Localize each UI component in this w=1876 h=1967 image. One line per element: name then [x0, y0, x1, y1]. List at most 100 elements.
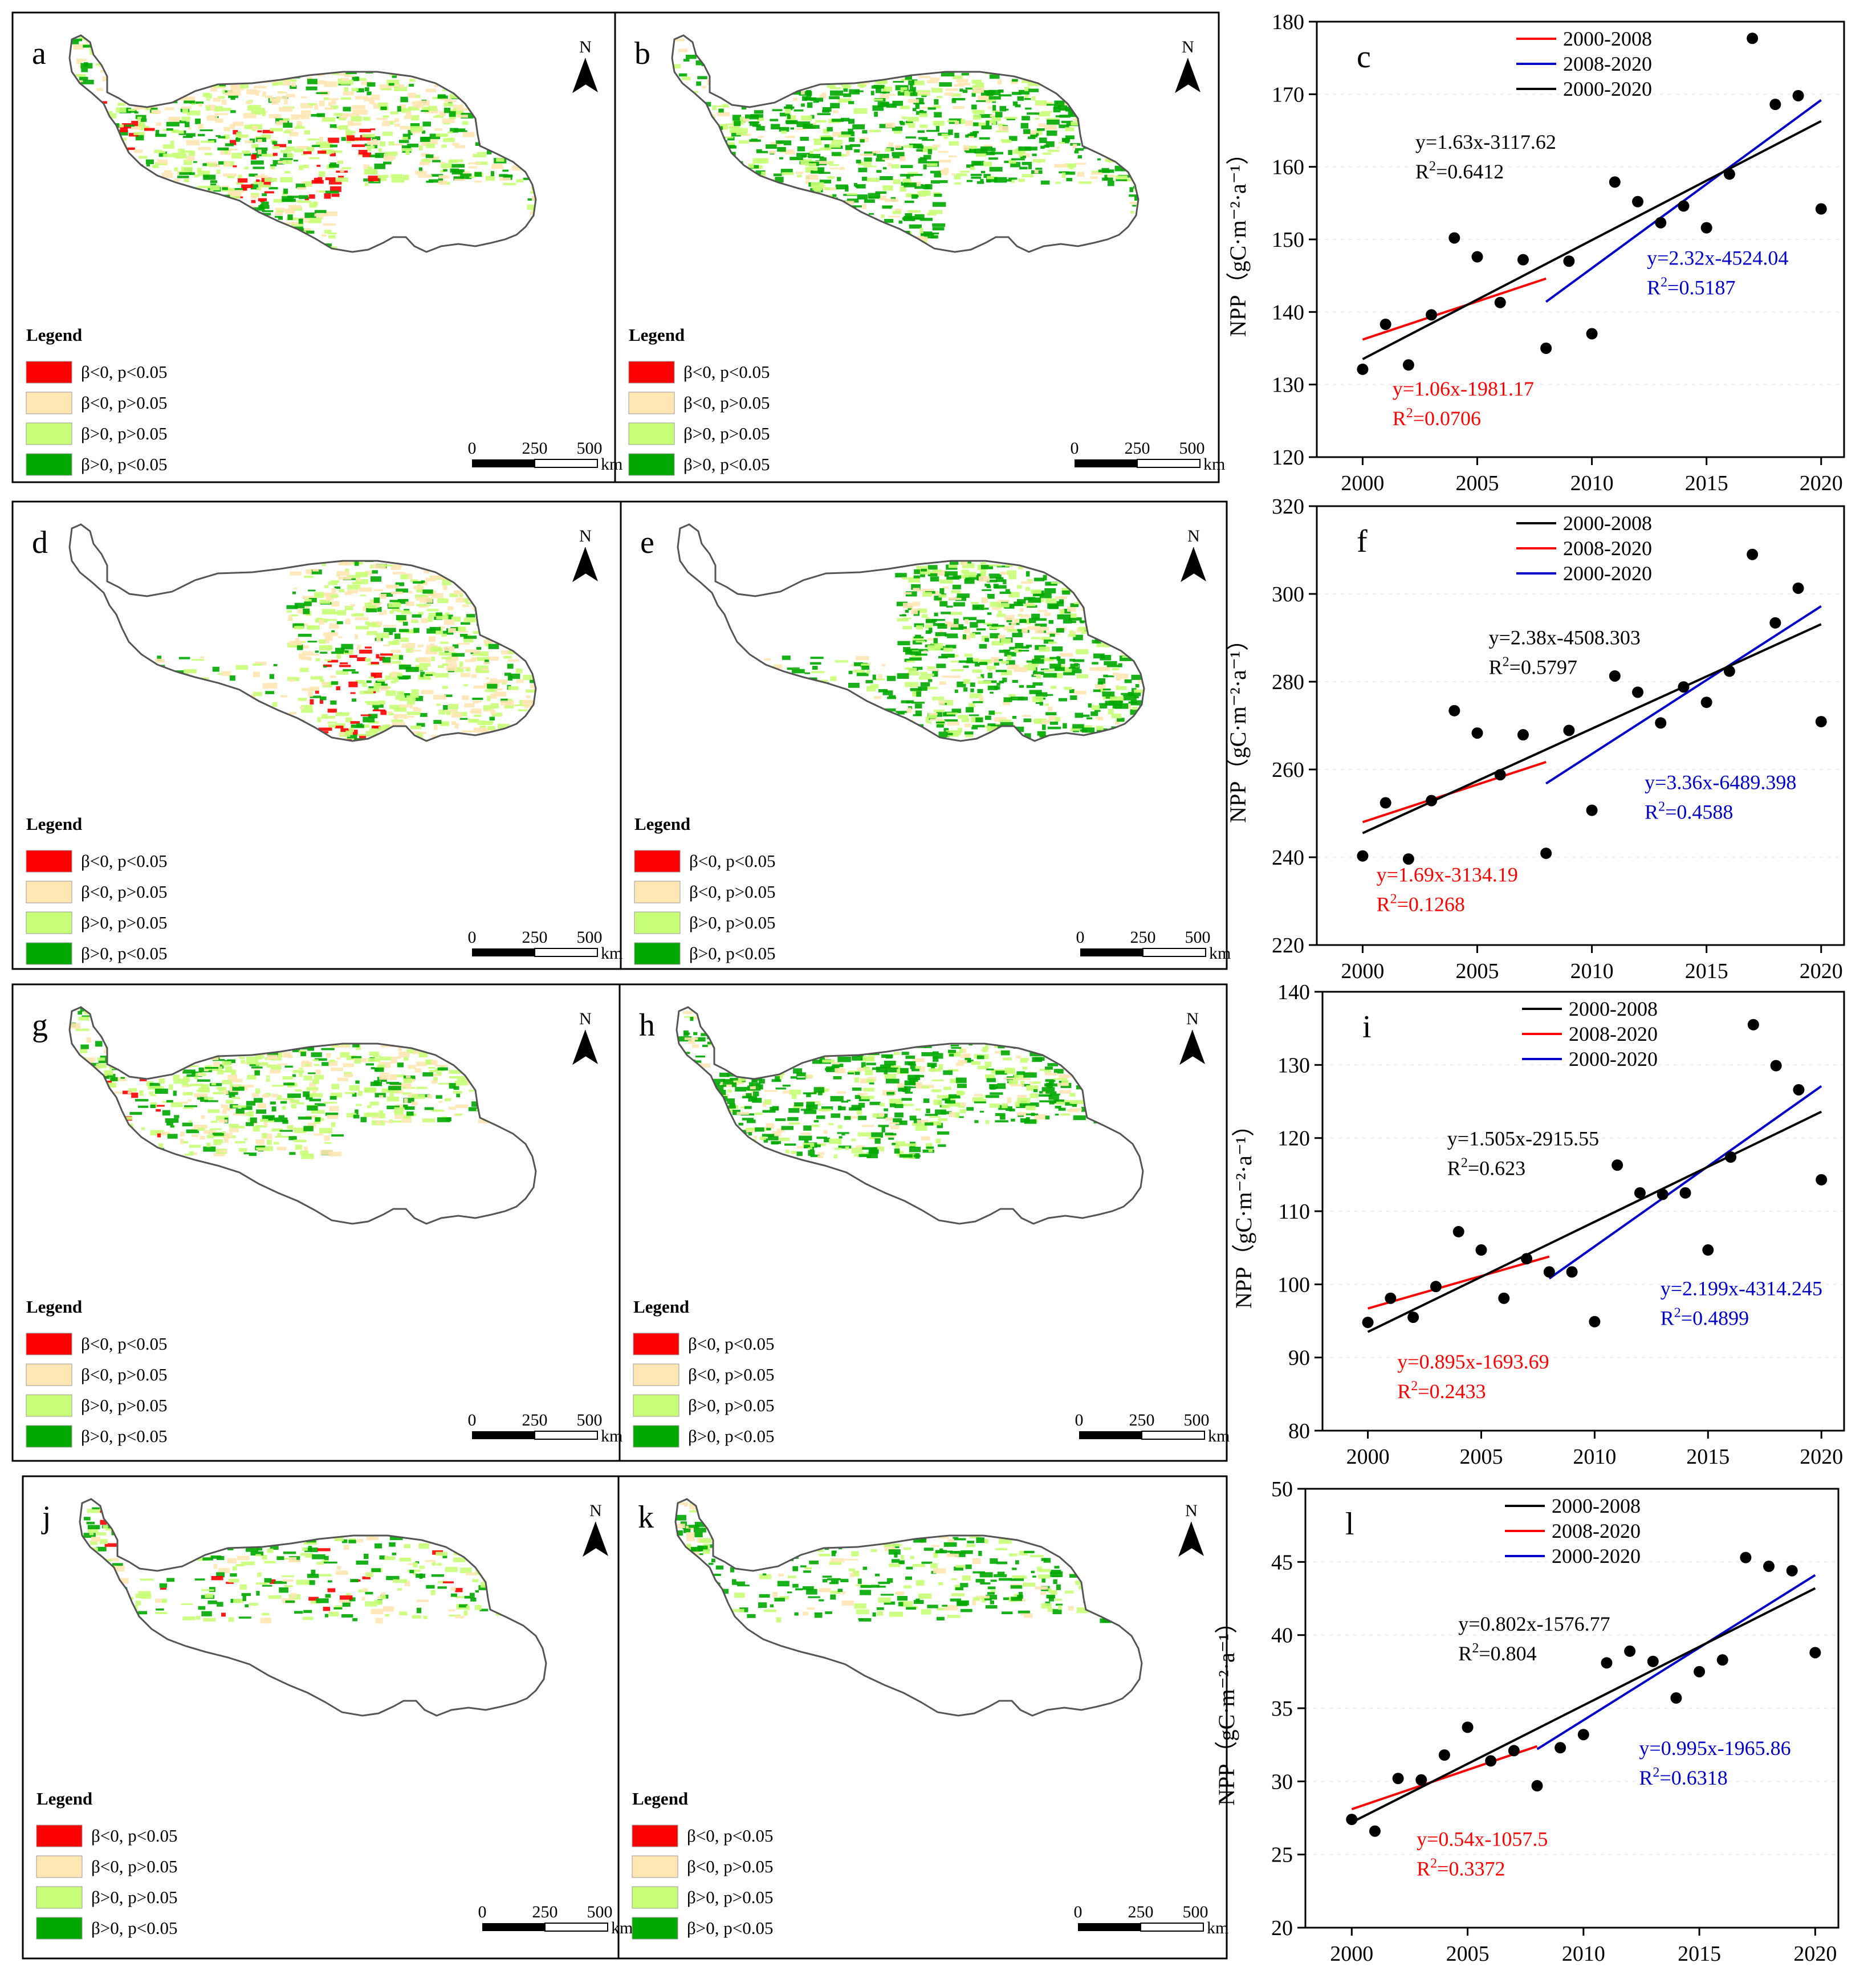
trend-pixel — [325, 55, 334, 61]
trend-pixel — [349, 655, 357, 658]
trend-pixel — [911, 38, 920, 42]
trend-pixel — [1145, 738, 1150, 740]
trend-pixel — [406, 643, 416, 649]
trend-pixel — [436, 52, 442, 55]
trend-pixel — [965, 575, 979, 580]
trend-pixel — [425, 60, 438, 64]
trend-pixel — [480, 651, 489, 656]
trend-pixel — [809, 242, 820, 245]
trend-pixel — [170, 687, 181, 692]
trend-pixel — [965, 735, 974, 738]
trend-pixel — [272, 702, 278, 707]
trend-pixel — [503, 39, 508, 42]
trend-pixel — [1134, 645, 1140, 649]
trend-pixel — [914, 184, 923, 189]
trend-pixel — [748, 182, 757, 188]
trend-pixel — [248, 224, 259, 227]
trend-pixel — [1132, 145, 1138, 149]
trend-pixel — [1070, 695, 1077, 700]
legend-label: β>0, p>0.05 — [81, 913, 168, 932]
trend-pixel — [81, 94, 93, 97]
trend-pixel — [1014, 48, 1027, 51]
trend-pixel — [162, 153, 175, 157]
trend-pixel — [939, 630, 943, 633]
trend-pixel — [990, 633, 1000, 638]
trend-pixel — [500, 564, 508, 570]
trend-pixel — [990, 712, 1002, 714]
trend-pixel — [884, 715, 893, 720]
trend-pixel — [873, 99, 883, 101]
trend-pixel — [1133, 587, 1141, 592]
trend-pixel — [233, 189, 246, 193]
trend-pixel — [488, 644, 499, 649]
trend-pixel — [938, 731, 950, 738]
trend-pixel — [367, 631, 377, 636]
trend-pixel — [309, 218, 322, 223]
trend-pixel — [733, 193, 741, 199]
trend-pixel — [461, 622, 470, 625]
trend-pixel — [420, 671, 425, 677]
trend-pixel — [251, 108, 265, 114]
trend-pixel — [954, 84, 965, 87]
trend-pixel — [804, 61, 815, 64]
trend-pixel — [1093, 653, 1105, 659]
trend-pixel — [817, 223, 831, 227]
trend-pixel — [1091, 60, 1100, 66]
trend-pixel — [701, 117, 709, 121]
trend-pixel — [962, 64, 970, 69]
trend-pixel — [932, 569, 942, 572]
trend-pixel — [1069, 613, 1077, 618]
trend-pixel — [131, 52, 137, 55]
trend-pixel — [1112, 121, 1122, 127]
trend-pixel — [457, 626, 466, 632]
trend-pixel — [1043, 529, 1048, 532]
trend-pixel — [469, 80, 482, 84]
trend-pixel — [984, 533, 990, 537]
trend-pixel — [983, 726, 987, 728]
trend-pixel — [394, 714, 398, 720]
trend-pixel — [241, 740, 247, 741]
trend-pixel — [1130, 723, 1143, 727]
trend-pixel — [996, 130, 1008, 133]
trend-pixel — [1122, 598, 1136, 604]
trend-pixel — [678, 213, 692, 217]
trend-pixel — [813, 168, 818, 171]
trend-pixel — [685, 98, 698, 101]
trend-pixel — [368, 166, 373, 170]
trend-pixel — [164, 215, 170, 222]
trend-pixel — [1057, 573, 1071, 577]
trend-pixel — [218, 61, 226, 65]
trend-pixel — [1126, 36, 1133, 41]
trend-pixel — [1067, 531, 1081, 535]
trend-pixel — [1040, 537, 1054, 541]
trend-pixel — [1117, 128, 1123, 134]
trend-pixel — [90, 161, 99, 167]
trend-pixel — [530, 68, 536, 74]
trend-pixel — [1077, 172, 1084, 177]
trend-pixel — [1061, 588, 1073, 593]
trend-pixel — [275, 207, 284, 210]
trend-pixel — [194, 244, 198, 247]
trend-pixel — [321, 714, 328, 719]
trend-pixel — [1017, 96, 1024, 101]
trend-pixel — [434, 530, 447, 532]
trend-pixel — [336, 686, 340, 690]
trend-pixel — [1027, 136, 1036, 139]
trend-pixel — [169, 46, 173, 51]
trend-pixel — [504, 560, 515, 565]
trend-pixel — [1003, 532, 1015, 536]
trend-pixel — [401, 644, 408, 648]
trend-pixel — [357, 47, 363, 49]
trend-pixel — [913, 251, 922, 252]
trend-pixel — [917, 145, 924, 149]
trend-pixel — [918, 649, 929, 651]
trend-pixel — [460, 82, 464, 86]
legend-label: β>0, p<0.05 — [81, 943, 168, 963]
trend-pixel — [1110, 696, 1124, 701]
trend-pixel — [719, 221, 731, 226]
trend-pixel — [796, 153, 810, 157]
trend-pixel — [114, 233, 121, 238]
trend-pixel — [322, 682, 328, 686]
trend-pixel — [951, 38, 961, 43]
trend-pixel — [1056, 60, 1067, 62]
